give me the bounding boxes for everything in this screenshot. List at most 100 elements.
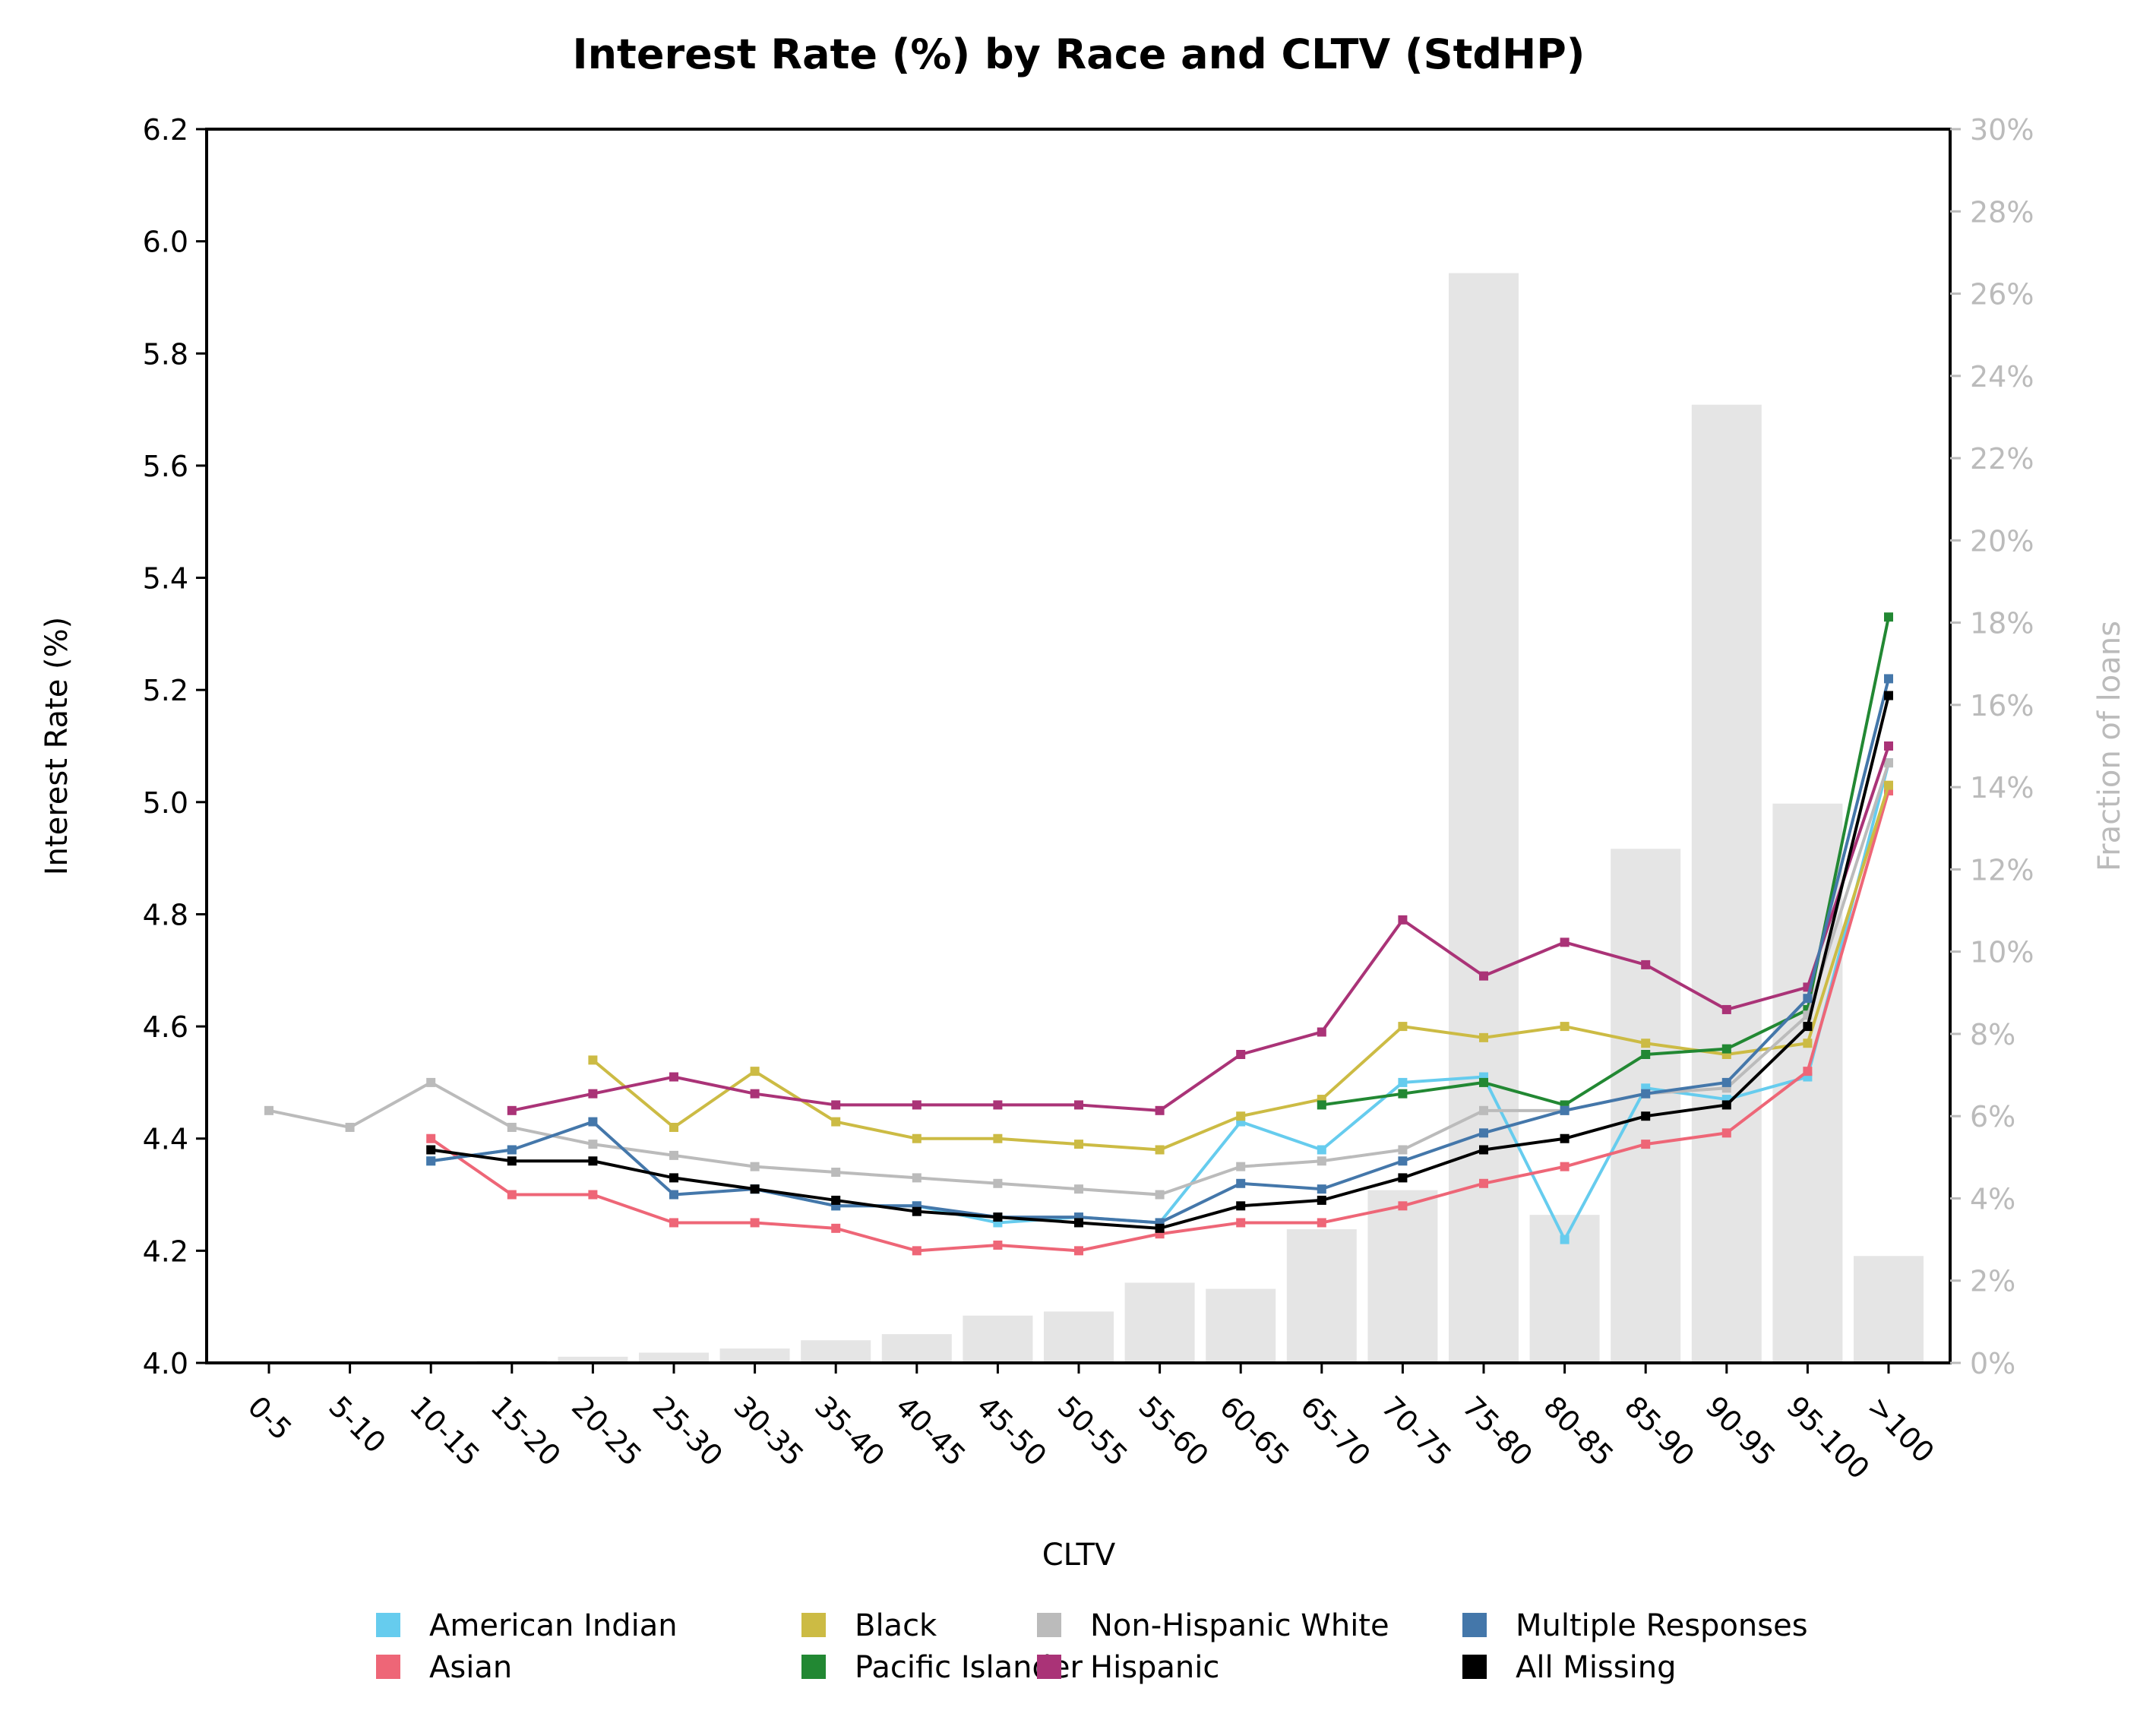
point-asian-60-65 — [1236, 1218, 1246, 1228]
point-all-missing-20-25 — [588, 1156, 598, 1166]
legend-swatch-asian — [376, 1655, 400, 1679]
point-non-hispanic-white-45-50 — [993, 1178, 1003, 1188]
x-axis-label: CLTV — [1042, 1538, 1116, 1573]
y-tick-label: 5.8 — [143, 337, 188, 371]
legend-swatch-black — [801, 1613, 826, 1637]
point-asian-75-80 — [1479, 1178, 1488, 1188]
x-tick-label: 5-10 — [322, 1389, 392, 1459]
point-american-indian-70-75 — [1398, 1077, 1408, 1087]
x-tick-label: 25-30 — [646, 1389, 729, 1472]
y-tick-label: 5.2 — [143, 674, 188, 707]
point-non-hispanic-white-40-45 — [912, 1173, 922, 1183]
point-non-hispanic-white-70-75 — [1398, 1145, 1408, 1155]
point-all-missing-90-95 — [1721, 1100, 1731, 1110]
y2-tick-label: 26% — [1970, 278, 2034, 311]
point-non-hispanic-white->100 — [1884, 758, 1893, 768]
series-all-missing — [426, 691, 1893, 1233]
point-non-hispanic-white-65-70 — [1317, 1156, 1326, 1166]
y-tick-label: 4.8 — [143, 898, 188, 931]
legend-label-asian: Asian — [429, 1650, 512, 1685]
point-black-85-90 — [1641, 1039, 1651, 1048]
legend-swatch-all-missing — [1462, 1655, 1487, 1679]
y2-tick-label: 30% — [1970, 113, 2034, 147]
fraction-bar-25-30 — [639, 1352, 709, 1363]
fraction-bar-50-55 — [1044, 1311, 1114, 1363]
point-all-missing-25-30 — [669, 1173, 678, 1183]
fraction-bar-65-70 — [1286, 1229, 1357, 1363]
point-black-50-55 — [1074, 1140, 1083, 1149]
point-pacific-islander-75-80 — [1479, 1077, 1488, 1087]
point-asian-65-70 — [1317, 1218, 1326, 1228]
x-tick-label: 0-5 — [242, 1389, 299, 1446]
point-black-35-40 — [831, 1117, 841, 1127]
y2-tick-label: 4% — [1970, 1182, 2015, 1216]
point-multiple-responses-90-95 — [1721, 1077, 1731, 1087]
point-multiple-responses-15-20 — [507, 1145, 517, 1155]
y2-tick-label: 16% — [1970, 689, 2034, 722]
point-non-hispanic-white-35-40 — [831, 1168, 841, 1178]
point-non-hispanic-white-10-15 — [426, 1077, 436, 1087]
point-all-missing-10-15 — [426, 1145, 436, 1155]
series-hispanic — [507, 741, 1893, 1115]
point-non-hispanic-white-75-80 — [1479, 1105, 1488, 1115]
y2-tick-label: 28% — [1970, 195, 2034, 229]
legend-label-all-missing: All Missing — [1516, 1650, 1676, 1685]
point-all-missing-45-50 — [993, 1212, 1003, 1222]
point-all-missing-60-65 — [1236, 1201, 1246, 1211]
point-multiple-responses-20-25 — [588, 1117, 598, 1127]
x-tick-label: 50-55 — [1051, 1389, 1134, 1472]
point-asian-85-90 — [1641, 1140, 1651, 1149]
point-black-70-75 — [1398, 1022, 1408, 1032]
point-all-missing-75-80 — [1479, 1145, 1488, 1155]
chart-title: Interest Rate (%) by Race and CLTV (StdH… — [573, 30, 1585, 78]
point-hispanic-90-95 — [1721, 1004, 1731, 1014]
x-tick-label: 65-70 — [1294, 1389, 1377, 1472]
point-black-80-85 — [1560, 1022, 1570, 1032]
y-tick-label: 5.6 — [143, 450, 188, 483]
x-tick-label: 70-75 — [1375, 1389, 1458, 1472]
point-black-30-35 — [750, 1067, 760, 1076]
y2-axis: 0% 2% 4% 6% 8% 10% 12% 14% 16% 18% 20% 22% 24% 26% 28%… — [1950, 113, 2034, 1380]
series-line-hispanic — [511, 745, 1890, 1112]
point-black-25-30 — [669, 1122, 678, 1132]
point-non-hispanic-white-15-20 — [507, 1122, 517, 1132]
point-hispanic-40-45 — [912, 1100, 922, 1110]
legend-label-hispanic: Hispanic — [1090, 1650, 1219, 1685]
point-all-missing-35-40 — [831, 1195, 841, 1205]
point-hispanic-85-90 — [1641, 960, 1651, 969]
point-all-missing-80-85 — [1560, 1133, 1570, 1143]
fraction-bar-30-35 — [719, 1348, 790, 1363]
legend-label-american-indian: American Indian — [429, 1608, 678, 1643]
legend-swatch-pacific-islander — [801, 1655, 826, 1679]
point-hispanic-55-60 — [1155, 1105, 1165, 1115]
point-all-missing-40-45 — [912, 1206, 922, 1216]
legend-label-non-hispanic-white: Non-Hispanic White — [1090, 1608, 1389, 1643]
fraction-bar-40-45 — [881, 1334, 952, 1363]
point-non-hispanic-white-50-55 — [1074, 1184, 1083, 1194]
fraction-bar-85-90 — [1611, 849, 1681, 1363]
legend-swatch-multiple-responses — [1462, 1613, 1487, 1637]
x-tick-label: 35-40 — [808, 1389, 891, 1472]
x-tick-label: 45-50 — [970, 1389, 1053, 1472]
point-american-indian-80-85 — [1560, 1235, 1570, 1244]
point-hispanic-75-80 — [1479, 971, 1488, 981]
point-hispanic-50-55 — [1074, 1100, 1083, 1110]
point-non-hispanic-white-60-65 — [1236, 1162, 1246, 1171]
point-all-missing-95-100 — [1803, 1022, 1813, 1032]
point-asian-25-30 — [669, 1218, 678, 1228]
point-hispanic-60-65 — [1236, 1050, 1246, 1059]
point-hispanic-30-35 — [750, 1089, 760, 1099]
point-all-missing-85-90 — [1641, 1111, 1651, 1121]
y-tick-label: 4.6 — [143, 1010, 188, 1044]
point-non-hispanic-white-25-30 — [669, 1150, 678, 1160]
y-tick-label: 5.4 — [143, 562, 188, 596]
fraction-bar-60-65 — [1206, 1288, 1276, 1363]
point-black-60-65 — [1236, 1111, 1246, 1121]
point-all-missing->100 — [1884, 691, 1893, 700]
legend-label-black: Black — [855, 1608, 937, 1643]
point-black-20-25 — [588, 1055, 598, 1065]
point-non-hispanic-white-0-5 — [264, 1105, 273, 1115]
point-asian-45-50 — [993, 1240, 1003, 1250]
point-black->100 — [1884, 780, 1893, 790]
